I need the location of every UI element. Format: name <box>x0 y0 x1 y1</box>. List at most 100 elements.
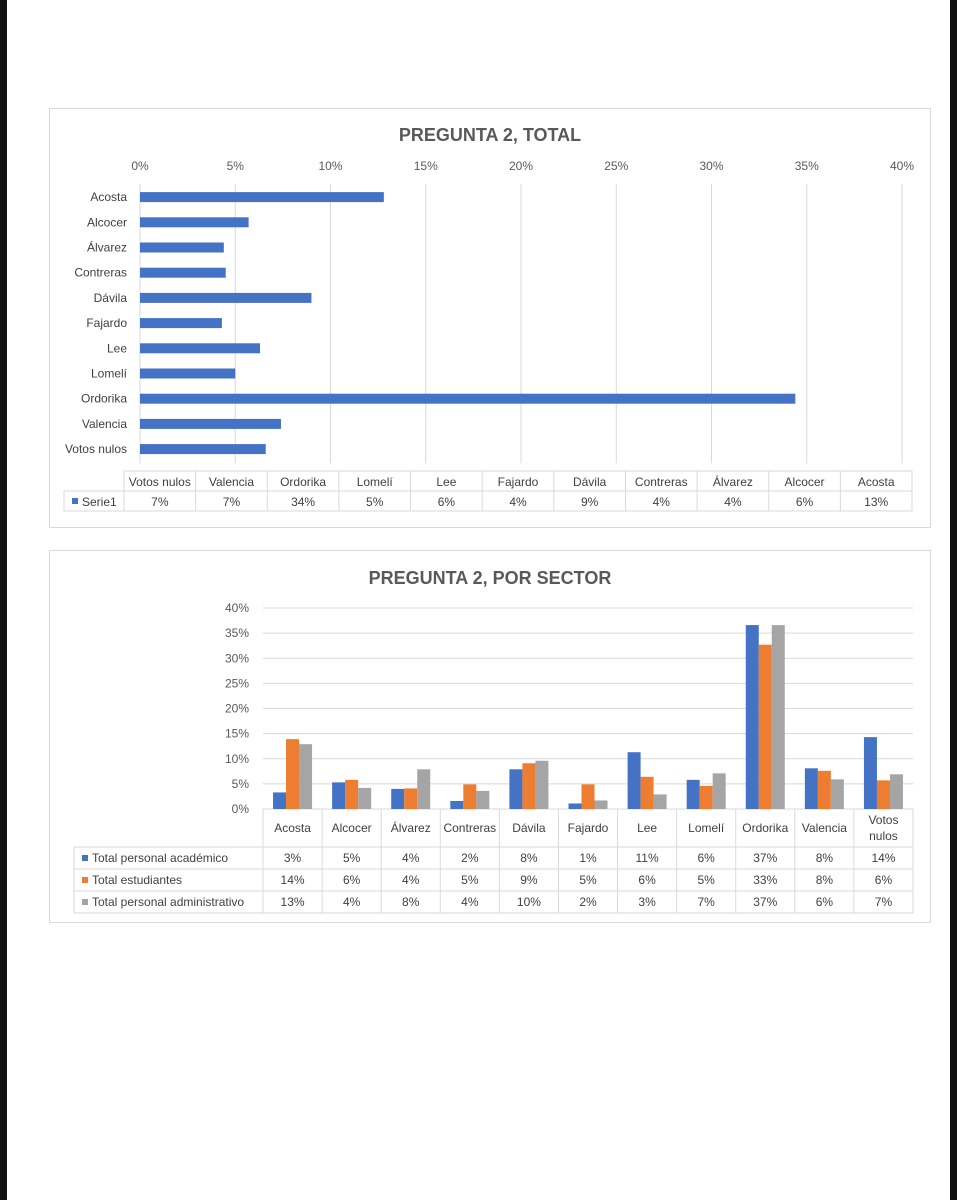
bar <box>509 769 523 809</box>
table-value: 6% <box>796 495 814 509</box>
table-category: Dávila <box>573 475 607 489</box>
chart-title: PREGUNTA 2, TOTAL <box>399 125 581 145</box>
table-value: 1% <box>579 851 597 865</box>
y-tick-label: 30% <box>225 651 249 665</box>
x-tick-label: nulos <box>869 829 898 843</box>
table-value: 4% <box>509 495 527 509</box>
table-value: 4% <box>402 851 420 865</box>
table-value: 6% <box>816 895 834 909</box>
table-value: 4% <box>724 495 742 509</box>
table-category: Alcocer <box>785 475 825 489</box>
table-value: 6% <box>438 495 456 509</box>
bar <box>358 787 372 809</box>
left-edge-shadow <box>0 0 7 1200</box>
table-category: Ordorika <box>280 475 326 489</box>
table-category: Fajardo <box>498 475 539 489</box>
bar <box>863 737 877 809</box>
legend-swatch <box>82 877 88 883</box>
chart-total: PREGUNTA 2, TOTAL 0% 5% 10% 15% 20% 25% 30% 35% 4… <box>49 108 931 528</box>
table-category: Valencia <box>209 475 254 489</box>
table-value: 8% <box>816 873 834 887</box>
bar <box>627 752 641 809</box>
y-tick-label: Fajardo <box>86 316 127 330</box>
table-value: 4% <box>402 873 420 887</box>
y-tick-label: Dávila <box>94 291 128 305</box>
bar <box>745 625 759 809</box>
x-tick-label: 40% <box>890 159 914 173</box>
table-value: 4% <box>343 895 361 909</box>
y-tick-label: 25% <box>225 676 249 690</box>
x-tick-label: 30% <box>699 159 723 173</box>
y-tick-label: 40% <box>225 601 249 615</box>
table-value: 13% <box>281 895 305 909</box>
bar <box>804 768 818 809</box>
x-tick-label: Lomelí <box>688 821 725 835</box>
bar <box>273 792 287 809</box>
table-category: Contreras <box>635 475 688 489</box>
table-value: 5% <box>366 495 384 509</box>
bar <box>771 625 785 809</box>
y-tick-label: Votos nulos <box>65 442 127 456</box>
bar <box>817 770 831 809</box>
bar <box>140 418 281 429</box>
bar <box>876 780 890 809</box>
y-tick-label: Contreras <box>74 266 127 280</box>
x-tick-label: 0% <box>131 159 149 173</box>
bar <box>581 784 595 809</box>
y-tick-label: 20% <box>225 702 249 716</box>
x-tick-label: Ordorika <box>742 821 788 835</box>
bar <box>830 779 844 809</box>
y-tick-label: 5% <box>232 777 250 791</box>
y-tick-label: 0% <box>232 802 250 816</box>
legend-label: Total personal académico <box>92 851 228 865</box>
x-tick-label: Álvarez <box>391 820 431 835</box>
table-value: 3% <box>638 895 656 909</box>
bar <box>299 744 313 809</box>
y-tick-label: Lee <box>107 341 127 355</box>
x-tick-label: Fajardo <box>568 821 609 835</box>
table-value: 5% <box>461 873 479 887</box>
y-tick-label: Alcocer <box>87 215 127 229</box>
x-tick-label: 15% <box>414 159 438 173</box>
table-value: 7% <box>151 495 169 509</box>
table-value: 7% <box>698 895 716 909</box>
bar <box>889 774 903 809</box>
y-tick-label: 10% <box>225 752 249 766</box>
bar <box>594 800 608 809</box>
table-value: 14% <box>281 873 305 887</box>
chart-por-sector: PREGUNTA 2, POR SECTOR 0% 5% 10% 15% 20% 25% 30… <box>49 550 931 923</box>
bar <box>140 368 236 379</box>
bar <box>140 318 222 329</box>
table-value: 11% <box>636 851 659 865</box>
table-value: 3% <box>284 851 302 865</box>
bar <box>140 444 266 455</box>
bar <box>140 393 796 404</box>
bar <box>391 788 405 809</box>
x-tick-label: 25% <box>604 159 628 173</box>
x-tick-label: 20% <box>509 159 533 173</box>
bar <box>712 773 726 809</box>
bar <box>535 760 549 809</box>
table-value: 5% <box>698 873 716 887</box>
table-value: 4% <box>461 895 479 909</box>
x-tick-label: 10% <box>318 159 342 173</box>
y-tick-label: Acosta <box>90 190 127 204</box>
legend-swatch <box>72 498 78 504</box>
table-value: 8% <box>520 851 538 865</box>
bar <box>699 785 713 809</box>
legend-label: Total estudiantes <box>92 873 182 887</box>
table-value: 13% <box>864 495 888 509</box>
table-value: 14% <box>871 851 895 865</box>
chart-total-svg: PREGUNTA 2, TOTAL 0% 5% 10% 15% 20% 25% 30% 35% 4… <box>63 125 914 512</box>
table-value: 34% <box>291 495 315 509</box>
bar <box>758 644 772 809</box>
table-value: 5% <box>579 873 597 887</box>
chart-title: PREGUNTA 2, POR SECTOR <box>369 568 612 588</box>
bar <box>640 776 654 809</box>
bar <box>140 292 312 303</box>
y-tick-label: 35% <box>225 626 249 640</box>
bar <box>522 763 536 809</box>
bar <box>140 267 226 278</box>
x-tick-label: Dávila <box>512 821 546 835</box>
table-value: 6% <box>638 873 656 887</box>
